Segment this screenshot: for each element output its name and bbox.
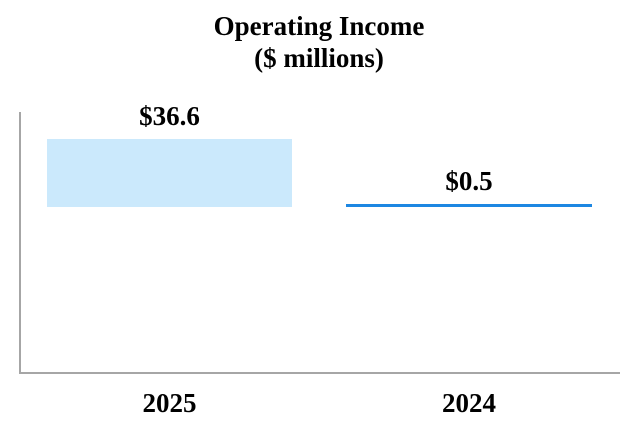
chart-subtitle: ($ millions) — [254, 43, 384, 73]
y-axis-line — [19, 112, 21, 374]
bar-2025 — [47, 139, 292, 207]
bar-group-2025: $36.6 2025 — [47, 0, 292, 438]
x-axis-line — [19, 372, 620, 374]
x-tick-label-2025: 2025 — [142, 388, 197, 418]
data-label-2024: $0.5 — [445, 166, 493, 196]
data-label-2025: $36.6 — [139, 101, 200, 131]
bar-2024 — [346, 204, 592, 207]
chart-title: Operating Income — [213, 11, 425, 41]
chart-title-block: Operating Income ($ millions) — [0, 10, 638, 74]
bar-group-2024: $0.5 2024 — [346, 0, 592, 438]
x-tick-label-2024: 2024 — [442, 388, 496, 418]
